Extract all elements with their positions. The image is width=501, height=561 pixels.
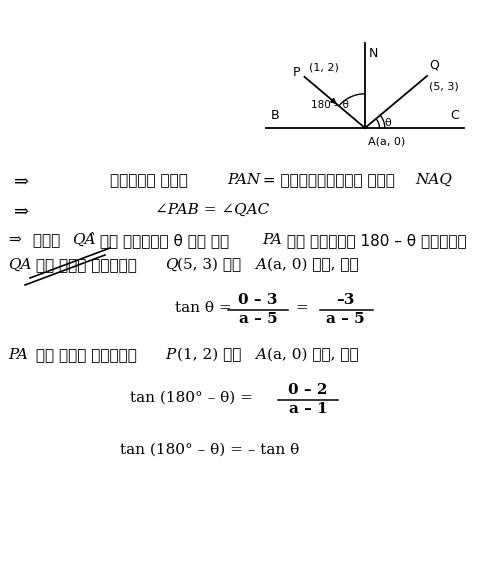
Text: (5, 3): (5, 3): [428, 82, 458, 92]
Text: 0 – 3: 0 – 3: [238, 293, 277, 307]
Text: a – 5: a – 5: [325, 312, 364, 326]
Text: –3: –3: [335, 293, 354, 307]
Text: PAN: PAN: [226, 173, 260, 187]
Text: A: A: [255, 258, 266, 272]
Text: 180 – θ: 180 – θ: [311, 100, 349, 110]
Text: (5, 3) और: (5, 3) और: [177, 258, 245, 272]
Text: आपतित कोण: आपतित कोण: [110, 173, 192, 188]
Text: 0 – 2: 0 – 2: [288, 383, 327, 397]
Text: = परावर्तित कोण: = परावर्तित कोण: [258, 173, 399, 188]
Text: a – 5: a – 5: [238, 312, 277, 326]
Text: ⇒: ⇒: [14, 203, 29, 221]
Text: ∠PAB = ∠QAC: ∠PAB = ∠QAC: [155, 203, 269, 217]
Text: tan (180° – θ) = – tan θ: tan (180° – θ) = – tan θ: [120, 443, 299, 457]
Text: की ढाल जबकिं: की ढाल जबकिं: [31, 348, 141, 363]
Text: (a, 0) हो, तब: (a, 0) हो, तब: [267, 348, 358, 362]
Text: ⇒: ⇒: [8, 233, 21, 247]
Text: a – 1: a – 1: [288, 402, 327, 416]
Text: =: =: [295, 301, 307, 315]
Text: C: C: [450, 109, 458, 122]
Text: P: P: [165, 348, 175, 362]
Text: NAQ: NAQ: [414, 173, 451, 187]
Text: P: P: [293, 66, 300, 79]
Text: का झुकाव θ हो तो: का झुकाव θ हो तो: [95, 233, 233, 248]
Text: θ: θ: [383, 118, 390, 127]
Text: की ढाल जबकिं: की ढाल जबकिं: [31, 258, 141, 273]
Text: PA: PA: [8, 348, 28, 362]
Text: B: B: [270, 109, 279, 122]
Text: Q: Q: [428, 59, 438, 72]
Text: (a, 0) हो, तो: (a, 0) हो, तो: [267, 258, 358, 272]
Text: QA: QA: [8, 258, 32, 272]
Text: (1, 2): (1, 2): [308, 63, 338, 73]
Text: A: A: [255, 348, 266, 362]
Text: यदि: यदि: [28, 233, 65, 248]
Text: ⇒: ⇒: [14, 173, 29, 191]
Text: tan (180° – θ) =: tan (180° – θ) =: [130, 391, 257, 405]
Text: QÂ: QÂ: [72, 233, 95, 247]
Text: Q: Q: [165, 258, 177, 272]
Text: का झुकाव 180 – θ होगा।: का झुकाव 180 – θ होगा।: [282, 233, 466, 248]
Text: A(a, 0): A(a, 0): [367, 136, 404, 146]
Text: (1, 2) और: (1, 2) और: [177, 348, 246, 362]
Text: PA: PA: [262, 233, 282, 247]
Text: tan θ =: tan θ =: [175, 301, 236, 315]
Text: N: N: [368, 47, 378, 59]
